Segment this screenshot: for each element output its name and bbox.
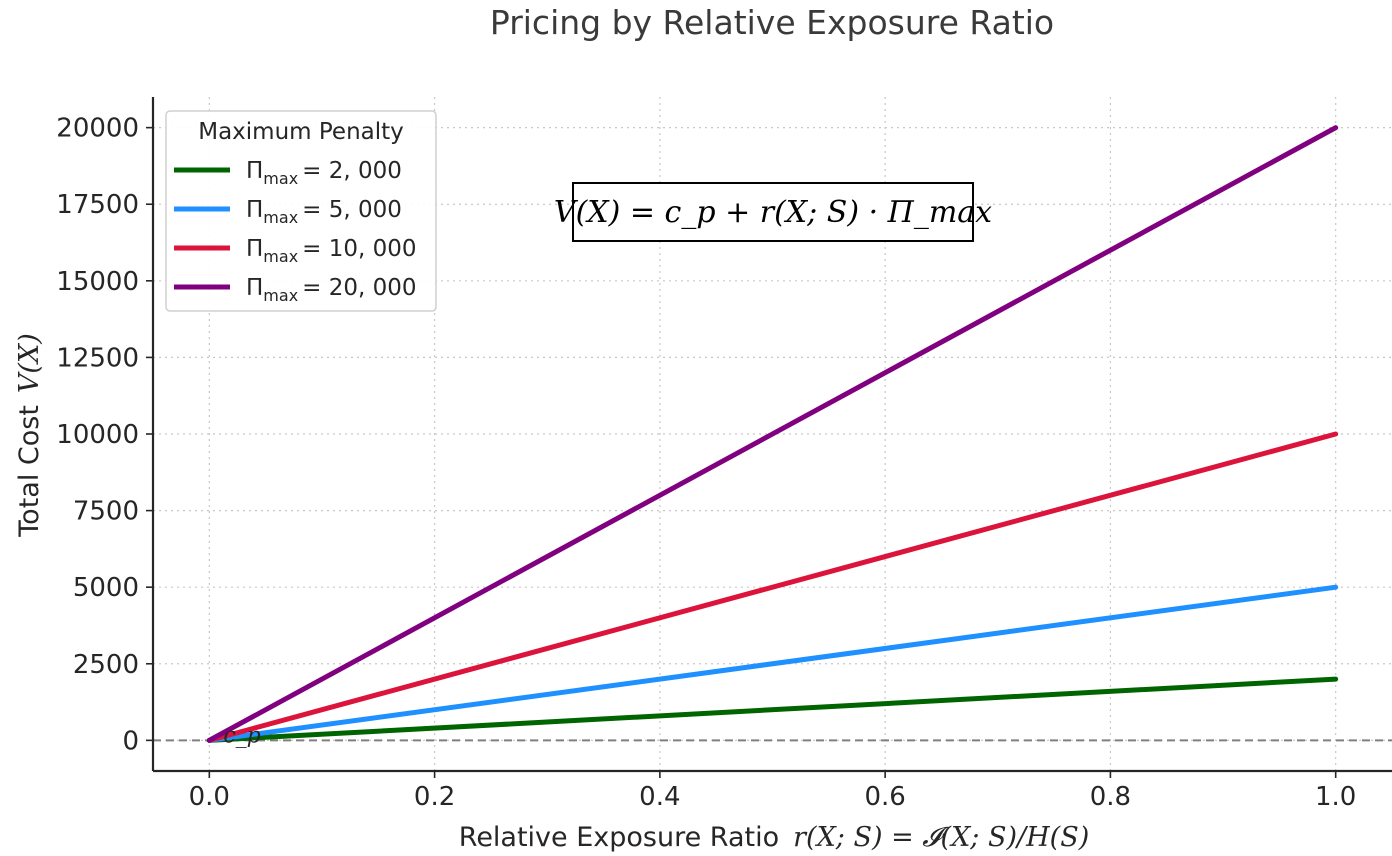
legend-frame	[165, 110, 437, 312]
legend-label-2: Πmax = 5, 000	[246, 197, 402, 227]
axes: 0.0 0.2 0.4 0.6 0.8 1.0 0 2500 5000 7500 10000 1250…	[56, 97, 1392, 812]
x-axis-label: Relative Exposure Ratio	[459, 822, 779, 853]
y-axis-label: Total Cost	[14, 405, 45, 538]
formula-text: V(X) = c_p + r(X; S) · Π_max	[554, 195, 992, 230]
legend-label-1: Πmax = 2, 000	[246, 158, 402, 188]
cp-annotation: c_p	[223, 723, 260, 748]
y-tick-label: 10000	[56, 420, 139, 450]
y-tick-label: 0	[122, 726, 139, 756]
series-line-3	[206, 431, 1339, 743]
y-axis-title: Total Cost V(X)	[14, 333, 45, 537]
legend-label-3: Πmax = 10, 000	[246, 236, 417, 266]
y-tick-label: 15000	[56, 267, 139, 297]
y-axis-formula: V(X)	[14, 333, 45, 393]
series-line-2	[206, 584, 1339, 743]
x-tick-label: 0.2	[414, 782, 455, 812]
y-tick-label: 7500	[73, 497, 139, 527]
x-tick-label: 0.4	[639, 782, 680, 812]
x-axis-title: Relative Exposure Ratio r(X; S) = 𝓘(X; S)…	[459, 822, 1089, 853]
y-tick-label: 17500	[56, 190, 139, 220]
series-lines	[206, 125, 1339, 743]
legend-label-4: Πmax = 20, 000	[246, 275, 417, 305]
y-tick-label: 20000	[56, 114, 139, 144]
y-tick-label: 12500	[56, 343, 139, 373]
x-tick-label: 0.8	[1090, 782, 1131, 812]
legend-items: Πmax = 2, 000 Πmax = 5, 000 Πmax = 10, 000 Πma…	[174, 158, 417, 305]
series-line-1	[206, 676, 1339, 743]
y-tick-label: 2500	[73, 650, 139, 680]
chart-title: Pricing by Relative Exposure Ratio	[490, 3, 1054, 42]
series-line-4	[206, 125, 1339, 743]
x-tick-label: 0.6	[864, 782, 905, 812]
y-tick-label: 5000	[73, 573, 139, 603]
x-tick-label: 1.0	[1315, 782, 1356, 812]
legend: Maximum Penalty Πmax = 2, 000 Πmax = 5, 000…	[165, 110, 437, 312]
formula-annotation: V(X) = c_p + r(X; S) · Π_max	[554, 182, 992, 242]
legend-title: Maximum Penalty	[198, 119, 404, 145]
x-axis-formula: r(X; S) = 𝓘(X; S)/H(S)	[793, 822, 1089, 853]
x-tick-label: 0.0	[189, 782, 230, 812]
